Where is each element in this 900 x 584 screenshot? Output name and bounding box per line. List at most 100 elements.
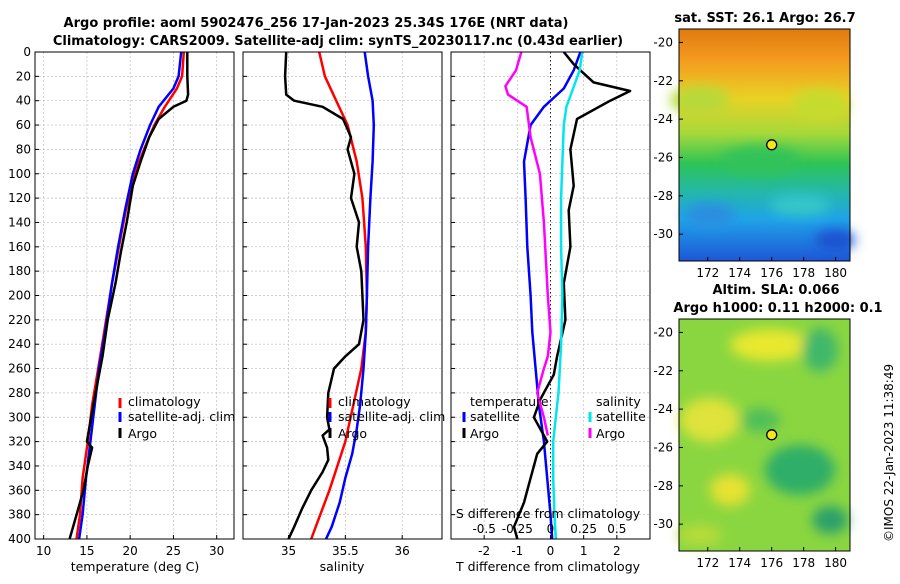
difference-legend-salinity: salinity satellite Argo: [588, 394, 646, 441]
series-line-salinity-satellite: [551, 52, 584, 539]
ytick-label: 80: [16, 142, 31, 156]
xtick-label: 36: [395, 544, 410, 558]
map-xtick-label: 176: [760, 266, 783, 280]
map-xtick-label: 180: [824, 556, 847, 570]
ytick-label: 0: [23, 45, 31, 59]
legend-label-sal-satellite: satellite: [596, 409, 646, 424]
map-xtick-label: 178: [792, 266, 815, 280]
sst-map-frame: [678, 28, 851, 262]
map-xtick-label: 172: [696, 556, 719, 570]
series-line-temperature-satellite: [522, 52, 582, 539]
series-line-satellite-adj-clim: [324, 52, 376, 539]
map-ytick-label: -28: [653, 479, 673, 493]
map-ytick-label: -22: [653, 74, 673, 88]
ytick-label: 220: [8, 313, 31, 327]
argo-float-marker: [766, 139, 778, 151]
temperature-xlabel: temperature (deg C): [71, 559, 200, 574]
map-ytick-label: -20: [653, 35, 673, 49]
ytick-label: 400: [8, 532, 31, 546]
difference-xlabel-salinity: S difference from climatology: [456, 506, 641, 521]
legend-label-temp-satellite: satellite: [470, 409, 520, 424]
map-xtick-label: 174: [728, 266, 751, 280]
map-ytick-label: -26: [653, 150, 673, 164]
legend-label-argo: Argo: [128, 426, 157, 441]
ytick-label: 260: [8, 362, 31, 376]
sst-map-title: sat. SST: 26.1 Argo: 26.7: [674, 11, 855, 26]
map-ytick-label: -30: [653, 517, 673, 531]
sla-map-title-line2: Argo h1000: 0.11 h2000: 0.1: [673, 301, 882, 316]
map-ytick-label: -24: [653, 112, 673, 126]
series-line-satellite-adj-clim: [77, 52, 183, 539]
ytick-label: 40: [16, 94, 31, 108]
legend-label-climatology: climatology: [128, 394, 201, 409]
xtick-label: 15: [79, 544, 94, 558]
legend-label-sal-argo: Argo: [596, 426, 625, 441]
xtick2-label: 0: [547, 522, 555, 536]
difference-xlabel: T difference from climatology: [455, 559, 641, 574]
map-xtick-label: 178: [792, 556, 815, 570]
sla-map-panel: Altim. SLA: 0.066 Argo h1000: 0.11 h2000…: [653, 283, 882, 570]
xtick-label: 10: [36, 544, 51, 558]
sla-map-frame: [678, 318, 851, 552]
map-ytick-label: -22: [653, 364, 673, 378]
xtick2-label: -0.25: [502, 522, 533, 536]
map-ytick-label: -26: [653, 440, 673, 454]
temperature-legend: climatology satellite-adj. clim Argo: [118, 394, 235, 441]
salinity-xlabel: salinity: [320, 559, 365, 574]
salinity-legend: climatology satellite-adj. clim Argo: [328, 394, 445, 441]
ytick-label: 240: [8, 337, 31, 351]
ytick-label: 300: [8, 410, 31, 424]
xtick2-label: -0.5: [472, 522, 495, 536]
ytick-label: 280: [8, 386, 31, 400]
legend-heading-temperature: temperature: [470, 394, 549, 409]
ytick-label: 360: [8, 483, 31, 497]
imos-credit: ©IMOS 22-Jan-2023 11:38:49: [882, 364, 896, 542]
legend-label-temp-argo: Argo: [470, 426, 499, 441]
sst-map-panel: sat. SST: 26.1 Argo: 26.7 172 174 176 178 18…: [653, 11, 855, 280]
legend-label-satellite: satellite-adj. clim: [128, 409, 235, 424]
legend-label-climatology: climatology: [338, 394, 411, 409]
sla-heatmap-blobs: [678, 328, 848, 545]
temperature-profile-panel: 0 20 40 60 80 100 120 140 160 180 200 220 240 260 280 3…: [8, 45, 235, 574]
series-line-argo: [68, 52, 190, 539]
map-ytick-label: -30: [653, 227, 673, 241]
figure-title-line2: Climatology: CARS2009. Satellite-adj cli…: [53, 34, 623, 49]
map-ytick-label: -24: [653, 402, 673, 416]
difference-profile-panel: -2 -1 0 1 2 -0.5 -0.25 0 0.25 0.5 T difference fr…: [450, 51, 651, 574]
ytick-label: 100: [8, 167, 31, 181]
sla-map-title-line1: Altim. SLA: 0.066: [713, 283, 840, 298]
xtick2-label: 0.5: [607, 522, 626, 536]
ytick-label: 340: [8, 459, 31, 473]
argo-float-marker: [766, 429, 778, 441]
ytick-label: 380: [8, 508, 31, 522]
ytick-label: 60: [16, 118, 31, 132]
map-xtick-label: 176: [760, 556, 783, 570]
map-xtick-label: 172: [696, 266, 719, 280]
legend-heading-salinity: salinity: [596, 394, 641, 409]
map-ytick-label: -20: [653, 325, 673, 339]
ytick-label: 180: [8, 264, 31, 278]
series-line-argo: [283, 52, 365, 539]
series-line-temperature-argo: [512, 52, 632, 539]
xtick-label: -1: [511, 544, 523, 558]
xtick-label: 1: [580, 544, 588, 558]
map-xtick-label: 174: [728, 556, 751, 570]
ytick-label: 140: [8, 215, 31, 229]
xtick-label: -2: [478, 544, 490, 558]
xtick-label: 30: [209, 544, 224, 558]
map-ytick-label: -28: [653, 189, 673, 203]
salinity-profile-panel: 35 35.5 36 salinity climatology satellite-…: [242, 51, 445, 574]
ytick-label: 320: [8, 435, 31, 449]
xtick-label: 25: [166, 544, 181, 558]
ytick-label: 120: [8, 191, 31, 205]
legend-label-satellite: satellite-adj. clim: [338, 409, 445, 424]
ytick-label: 160: [8, 240, 31, 254]
series-line-salinity-argo: [504, 52, 552, 436]
figure-title-line1: Argo profile: aoml 5902476_256 17-Jan-20…: [64, 16, 569, 31]
xtick2-label: 0.25: [570, 522, 597, 536]
difference-legend-temperature: temperature satellite Argo: [462, 394, 549, 441]
legend-label-argo: Argo: [338, 426, 367, 441]
map-xtick-label: 180: [824, 266, 847, 280]
ytick-label: 20: [16, 69, 31, 83]
